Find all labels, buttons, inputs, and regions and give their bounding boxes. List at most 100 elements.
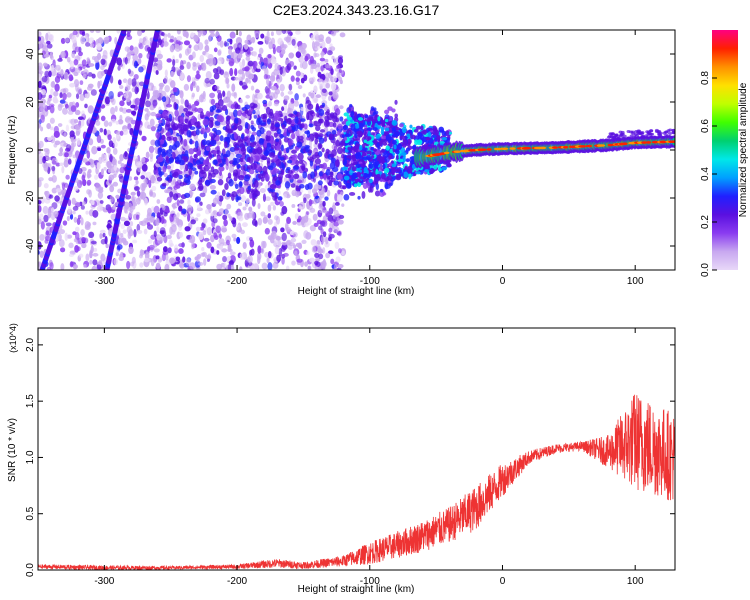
spectrogram-cell	[46, 136, 53, 141]
spectrogram-cell	[328, 95, 332, 101]
spectrogram-cell	[38, 218, 42, 225]
spectrogram-cell	[279, 83, 285, 92]
spectrogram-cell	[248, 80, 252, 84]
spectrogram-cell	[187, 175, 192, 180]
spectrogram-cell	[59, 146, 63, 155]
spectrogram-cell	[291, 203, 296, 208]
spectrogram-cell	[253, 155, 260, 162]
spectrogram-cell	[224, 207, 229, 216]
spectrogram-cell	[297, 85, 303, 90]
spectrogram-cell	[218, 208, 225, 215]
spectrogram-cell	[379, 188, 384, 193]
spectrogram-cell	[209, 92, 216, 99]
spectrogram-heatmap	[38, 30, 675, 270]
spectrogram-cell	[169, 243, 174, 247]
spectrogram-cell	[203, 258, 207, 266]
spectrogram-cell	[169, 38, 174, 43]
spectrogram-cell	[81, 237, 86, 243]
spectrogram-cell	[269, 92, 276, 100]
spectrogram-cell	[215, 109, 221, 113]
spectrogram-cell	[284, 181, 291, 189]
spectrogram-cell	[313, 52, 317, 58]
spectrogram-cell	[322, 247, 326, 254]
spectrogram-cell	[59, 229, 66, 235]
spectrogram-cell	[325, 36, 332, 44]
spectrogram-cell	[283, 252, 289, 257]
spectrogram-cell	[48, 70, 52, 78]
spectrogram-cell	[228, 179, 234, 187]
spectrogram-cell	[351, 154, 357, 159]
spectrogram-cell	[392, 139, 397, 145]
spectrogram-cell	[132, 239, 138, 244]
spectrogram-cell	[262, 99, 268, 105]
spectrogram-cell	[251, 198, 256, 207]
spectrogram-cell	[204, 254, 212, 260]
spectrogram-cell	[233, 126, 237, 131]
spectrogram-cell	[73, 59, 79, 66]
spectrogram-cell	[40, 114, 45, 123]
spectrogram-cell	[138, 129, 143, 136]
spectrogram-cell	[59, 99, 66, 104]
spectrogram-cell	[280, 245, 286, 252]
spectrogram-cell	[202, 218, 208, 224]
spectrogram-cell	[82, 69, 89, 76]
spectrogram-cell	[148, 145, 155, 154]
spectrogram-cell	[216, 114, 223, 123]
spectrogram-cell	[202, 229, 207, 236]
spectrogram-cell	[41, 75, 48, 83]
spectrogram-cell	[63, 71, 69, 81]
spectrogram-cell	[51, 160, 57, 165]
spectrogram-cell	[277, 196, 283, 201]
spectrogram-cell	[152, 101, 157, 109]
spectrogram-cell	[107, 164, 113, 170]
spectrogram-cell	[371, 151, 375, 156]
spectrogram-cell	[367, 136, 372, 141]
spectrogram-cell	[46, 43, 53, 49]
spectrogram-cell	[122, 229, 127, 234]
spectrogram-cell	[337, 123, 343, 130]
spectrogram-cell	[114, 201, 119, 207]
spectrogram-cell	[387, 172, 392, 176]
spectrogram-cell	[120, 163, 125, 168]
spectrogram-cell	[281, 124, 286, 130]
spectrogram-cell	[216, 263, 223, 270]
spectrogram-cell	[332, 75, 337, 83]
spectrogram-cell	[55, 162, 61, 167]
spectrogram-cell	[136, 223, 141, 232]
spectrogram-cell	[205, 146, 210, 152]
spectrogram-cell	[273, 132, 278, 138]
spectrogram-cell	[164, 84, 170, 93]
spectrogram-cell	[51, 175, 57, 183]
spectrogram-cell	[291, 132, 296, 140]
spectrogram-cell	[296, 141, 303, 148]
spectrogram-cell	[323, 174, 327, 181]
spectrogram-cell	[285, 147, 290, 154]
spectrogram-cell	[166, 165, 172, 170]
spectrogram-cell	[58, 239, 65, 248]
spectrogram-cell	[293, 100, 300, 107]
spectrogram-cell	[49, 103, 55, 108]
spectrogram-cell	[258, 47, 264, 55]
spectrogram-cell	[409, 124, 413, 129]
spectrogram-cell	[223, 141, 228, 149]
spectrogram-cell	[268, 100, 272, 107]
spectrogram-cell	[229, 251, 236, 256]
spectrogram-cell	[443, 151, 450, 155]
spectrogram-cell	[156, 63, 163, 71]
spectrogram-cell	[441, 166, 447, 171]
spectrogram-cell	[343, 112, 349, 117]
spectrogram-cell	[308, 59, 312, 66]
spectrogram-cell	[165, 103, 173, 108]
spectrogram-cell	[351, 166, 357, 172]
spectrogram-cell	[316, 112, 320, 118]
spectrogram-cell	[44, 70, 50, 78]
spectrogram-cell	[212, 210, 216, 216]
spectrogram-cell	[341, 250, 345, 256]
spectrogram-cell	[261, 65, 267, 71]
spectrogram-cell	[144, 107, 149, 112]
spectrogram-cell	[202, 159, 209, 165]
spectrogram-cell	[405, 158, 411, 163]
spectrogram-cell	[176, 30, 181, 35]
spectrogram-cell	[245, 56, 251, 61]
spectrogram-cell	[103, 128, 107, 136]
